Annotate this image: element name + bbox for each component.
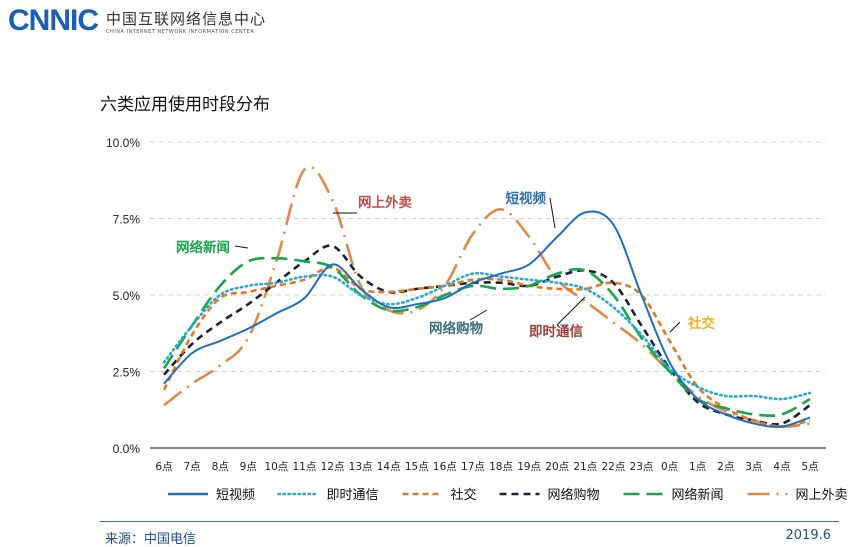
series-line-社交 (162, 266, 811, 428)
x-tick-label: 4点 (773, 461, 790, 473)
x-tick-label: 19点 (517, 461, 541, 473)
legend-label: 网络新闻 (672, 487, 724, 503)
x-tick-label: 0点 (661, 461, 678, 473)
x-tick-label: 1点 (689, 461, 706, 473)
date-text: 2019.6 (785, 528, 832, 543)
x-tick-label: 17点 (461, 461, 485, 473)
logo-en: CHINA INTERNET NETWORK INFORMATION CENTE… (106, 28, 255, 35)
series-line-网上外卖 (163, 165, 811, 428)
y-tick-label: 5.0% (113, 289, 141, 303)
annotation-label: 社交 (687, 315, 716, 332)
y-tick-label: 7.5% (113, 213, 141, 227)
footer-divider (100, 521, 839, 522)
logo-cn: 中国互联网络信息中心 (106, 9, 267, 28)
x-tick-label: 9点 (240, 461, 257, 473)
series-line-网络购物 (163, 244, 811, 426)
x-tick-label: 18点 (489, 461, 513, 473)
x-tick-label: 23点 (630, 461, 654, 473)
x-tick-label: 3点 (745, 461, 762, 473)
legend-label: 网上外卖 (796, 488, 848, 503)
x-tick-label: 21点 (573, 461, 597, 473)
cnnic-logo: CNNIC 中国互联网络信息中心 CHINA INTERNET NETWORK … (8, 4, 266, 38)
x-tick-label: 7点 (183, 461, 200, 473)
x-tick-label: 10点 (264, 461, 288, 473)
annotation-leader (669, 321, 681, 333)
logo-mark: CNNIC (8, 4, 99, 37)
x-tick-label: 20点 (545, 461, 569, 473)
x-tick-label: 11点 (292, 461, 316, 473)
annotation-leader (556, 296, 586, 326)
annotation-leader (549, 197, 556, 229)
y-tick-label: 0.0% (113, 442, 141, 456)
chart-title: 六类应用使用时段分布 (100, 95, 270, 115)
annotation-label: 短视频 (506, 190, 547, 207)
x-tick-label: 14点 (377, 461, 401, 473)
x-tick-label: 12点 (321, 461, 345, 473)
series-line-短视频 (163, 210, 811, 428)
annotation-label: 网络新闻 (176, 239, 230, 256)
legend-label: 短视频 (216, 488, 255, 503)
annotation-label: 网络购物 (429, 320, 483, 337)
annotation-label: 即时通信 (529, 323, 583, 340)
legend-label: 社交 (451, 487, 477, 503)
logo-text: 中国互联网络信息中心 CHINA INTERNET NETWORK INFORM… (106, 8, 266, 35)
x-tick-label: 22点 (601, 461, 625, 473)
legend-label: 网络购物 (548, 487, 600, 503)
x-tick-label: 5点 (801, 461, 818, 473)
x-tick-label: 16点 (433, 461, 457, 473)
source-text: 来源：中国电信 (105, 532, 197, 547)
x-tick-label: 15点 (405, 461, 429, 473)
annotation-label: 网上外卖 (358, 194, 412, 211)
annotation-leader (234, 245, 249, 249)
x-tick-label: 6点 (155, 461, 172, 473)
legend-label: 即时通信 (327, 488, 379, 503)
x-tick-label: 8点 (212, 461, 229, 473)
x-tick-label: 2点 (717, 461, 734, 473)
y-tick-label: 2.5% (113, 366, 141, 380)
y-tick-label: 10.0% (106, 136, 140, 150)
annotation-leader (469, 309, 488, 321)
x-tick-label: 13点 (349, 461, 373, 473)
series-line-即时通信 (162, 271, 812, 401)
